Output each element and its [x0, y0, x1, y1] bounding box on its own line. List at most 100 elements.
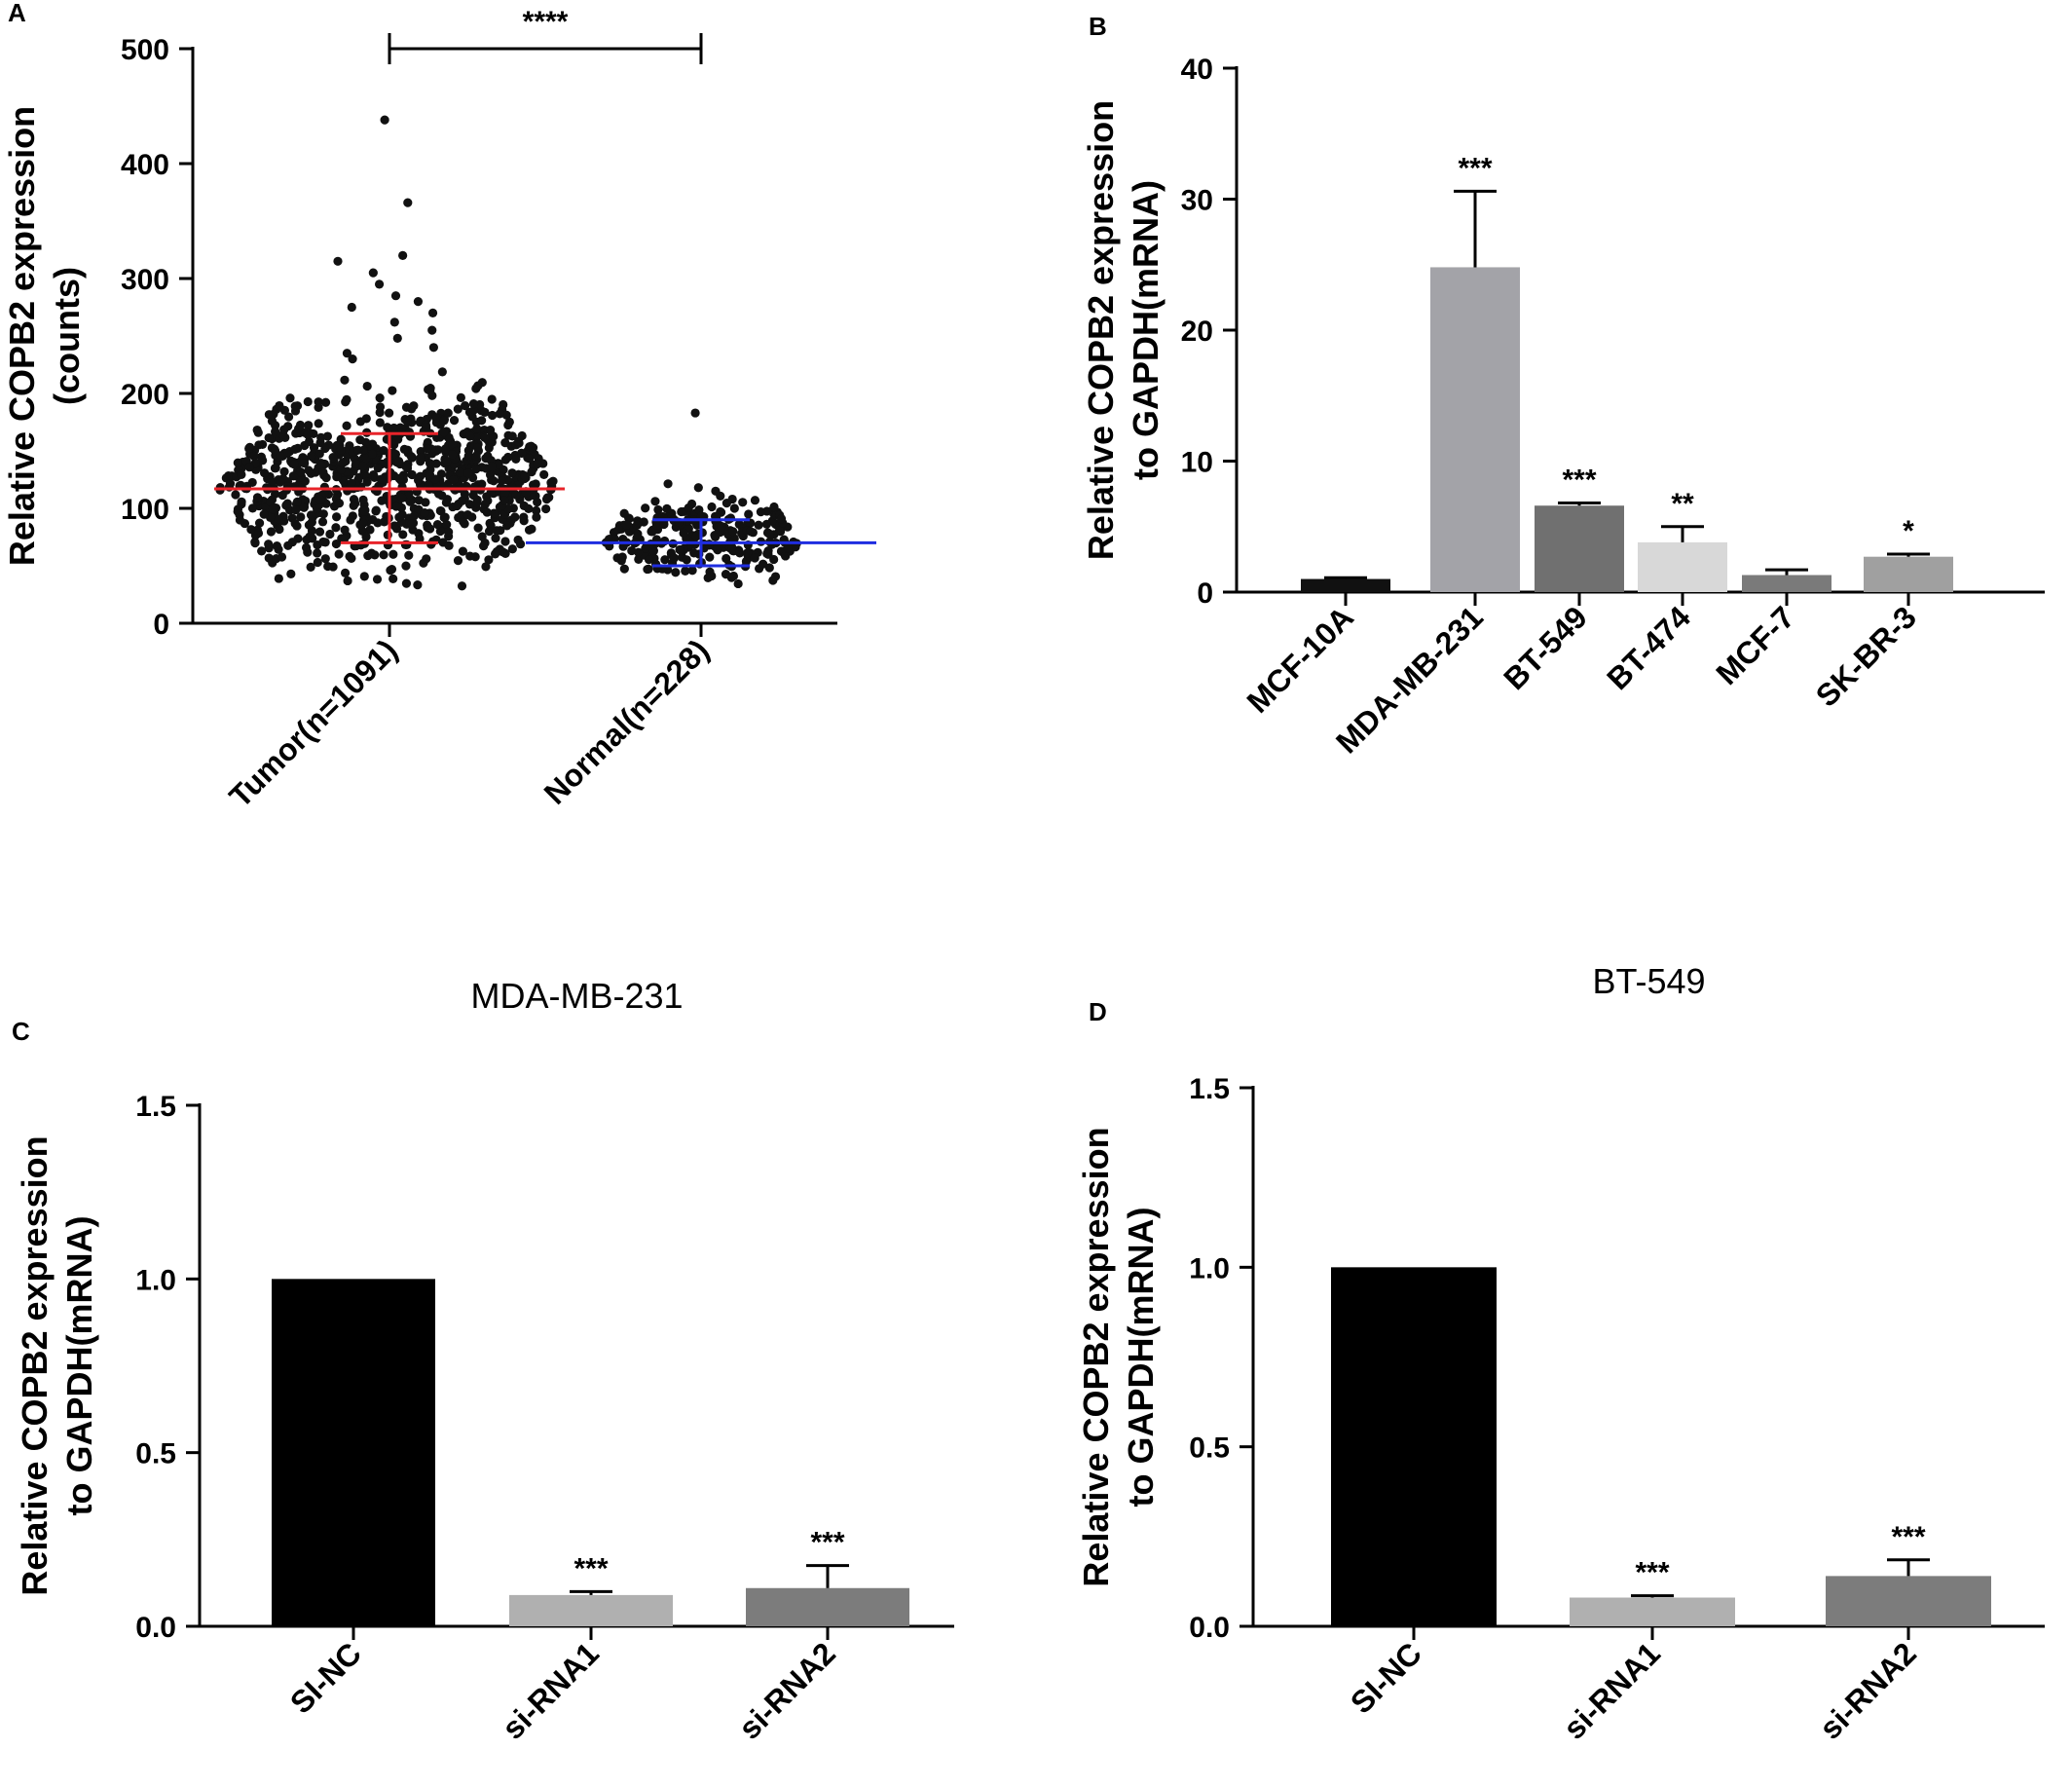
data-point — [722, 553, 731, 564]
data-point — [380, 115, 389, 125]
data-point — [271, 463, 280, 473]
data-point — [769, 554, 779, 565]
data-point — [428, 343, 438, 353]
data-point — [689, 548, 699, 558]
data-point — [264, 540, 274, 549]
panel-c: C MDA-MB-231 0.0 0.5 1.0 1.5 Relative COPB2 ex… — [12, 976, 954, 1746]
data-point — [373, 518, 383, 528]
data-point — [372, 575, 383, 584]
data-point — [361, 532, 371, 541]
y-axis-title-line: Relative COPB2 expression — [1076, 1127, 1116, 1586]
data-point — [406, 452, 417, 462]
data-point — [524, 503, 534, 514]
data-point — [497, 476, 506, 486]
data-point — [254, 518, 265, 528]
data-point — [510, 512, 520, 522]
data-point — [315, 495, 325, 504]
data-point — [500, 537, 510, 546]
data-point — [480, 432, 490, 443]
data-point — [390, 449, 400, 460]
data-point — [351, 459, 361, 468]
data-point — [389, 423, 399, 433]
data-point — [331, 539, 341, 549]
data-point — [679, 528, 688, 539]
data-point — [322, 431, 333, 441]
y-tick-label: 0 — [1197, 577, 1213, 610]
y-tick-label: 1.0 — [135, 1264, 176, 1296]
data-point — [758, 559, 768, 569]
data-point — [613, 525, 623, 535]
data-point — [619, 564, 629, 574]
data-point — [401, 561, 411, 571]
data-point — [776, 513, 787, 524]
data-point — [264, 432, 274, 443]
data-point — [375, 393, 385, 403]
data-point — [307, 451, 316, 462]
data-point — [225, 478, 236, 489]
data-point — [334, 549, 344, 559]
data-point — [325, 529, 335, 540]
data-point — [289, 460, 299, 469]
data-point — [268, 504, 278, 514]
data-point — [320, 397, 331, 407]
data-point — [470, 552, 480, 562]
y-tick-label: 0 — [153, 609, 169, 641]
data-point — [728, 571, 739, 581]
y-tick-label: 1.5 — [1189, 1073, 1230, 1105]
data-point — [770, 572, 781, 581]
data-point — [763, 546, 773, 556]
data-point — [233, 458, 242, 467]
data-point — [677, 506, 686, 517]
y-axis-title-line: (counts) — [47, 267, 87, 405]
data-point — [455, 467, 464, 477]
data-point — [328, 562, 338, 572]
data-point — [303, 429, 313, 439]
data-point — [338, 458, 348, 468]
data-point — [541, 503, 551, 514]
panel-label: D — [1089, 997, 1107, 1026]
data-point — [306, 562, 315, 572]
bar — [1301, 578, 1390, 592]
y-tick-label: 1.5 — [135, 1091, 176, 1123]
data-point — [334, 499, 345, 508]
x-category-label: Tumor(n=1091) — [222, 632, 404, 814]
data-point — [507, 431, 517, 441]
data-point — [627, 545, 637, 556]
data-point — [500, 488, 510, 498]
data-point — [431, 459, 441, 468]
data-point — [520, 470, 530, 481]
data-point — [276, 477, 285, 487]
data-point — [643, 564, 652, 575]
data-point — [292, 497, 302, 506]
data-point — [301, 542, 312, 552]
data-point — [741, 556, 752, 567]
data-point — [487, 394, 497, 404]
data-point — [468, 399, 479, 409]
data-point — [336, 434, 346, 444]
data-point — [541, 495, 552, 504]
data-point — [380, 517, 389, 527]
data-point — [659, 519, 669, 529]
data-point — [375, 418, 385, 428]
data-point — [660, 555, 670, 565]
x-category-label: BT-549 — [1497, 599, 1594, 696]
data-point — [696, 511, 706, 521]
panel-label: A — [8, 0, 26, 27]
data-point — [519, 512, 529, 522]
bar — [1826, 1576, 1991, 1626]
data-point — [289, 470, 299, 481]
data-point — [717, 521, 726, 532]
data-point — [244, 463, 254, 472]
data-point — [407, 404, 417, 414]
y-axis-title-line: to GAPDH(mRNA) — [1126, 180, 1166, 480]
data-point — [353, 445, 363, 455]
x-category-label: si-RNA1 — [495, 1635, 605, 1745]
data-point — [707, 502, 717, 512]
data-point — [373, 463, 383, 473]
data-point — [296, 467, 306, 477]
data-point — [461, 400, 470, 411]
data-point — [769, 502, 779, 512]
data-point — [306, 510, 316, 520]
data-point — [728, 527, 738, 537]
